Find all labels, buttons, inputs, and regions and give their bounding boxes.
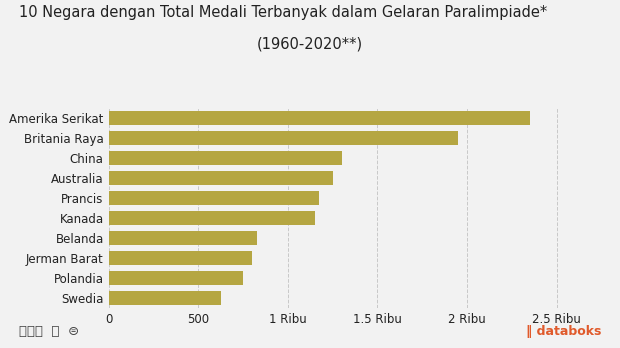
Bar — [108, 251, 252, 265]
Bar — [108, 171, 332, 185]
Bar — [108, 191, 319, 205]
Bar — [108, 271, 243, 285]
Text: 10 Negara dengan Total Medali Terbanyak dalam Gelaran Paralimpiade*: 10 Negara dengan Total Medali Terbanyak … — [19, 5, 547, 20]
Text: ‖ databoks: ‖ databoks — [526, 325, 601, 338]
Bar — [108, 151, 342, 165]
Text: (1960-2020**): (1960-2020**) — [257, 37, 363, 52]
Bar — [108, 211, 314, 225]
Bar — [108, 291, 221, 305]
Bar — [108, 231, 257, 245]
Bar — [108, 111, 529, 125]
Text: ⒸⓘⒸ  ⓘ  ⊜: ⒸⓘⒸ ⓘ ⊜ — [19, 325, 79, 338]
Bar — [108, 131, 458, 145]
